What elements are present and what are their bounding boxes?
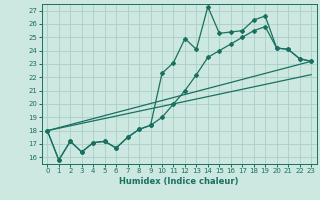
X-axis label: Humidex (Indice chaleur): Humidex (Indice chaleur) <box>119 177 239 186</box>
